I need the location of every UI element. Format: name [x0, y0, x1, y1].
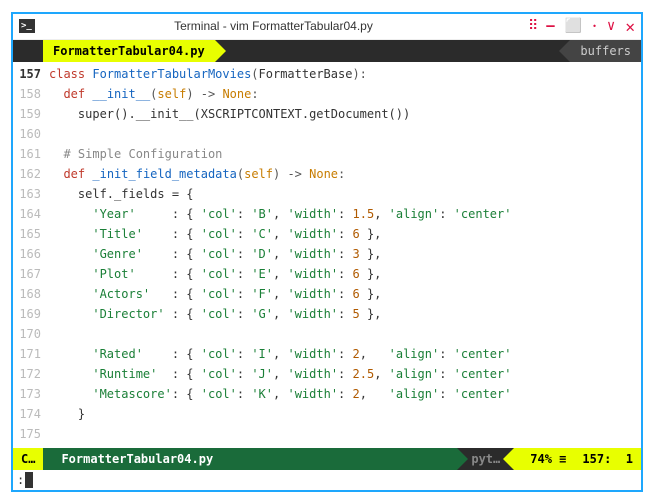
code-line: 169 'Director' : { 'col': 'G', 'width': … [13, 304, 641, 324]
status-position: 157: 1 [574, 448, 641, 470]
titlebar: >_ Terminal - vim FormatterTabular04.py … [13, 14, 641, 40]
line-number: 172 [13, 364, 49, 384]
terminal-window: >_ Terminal - vim FormatterTabular04.py … [11, 12, 643, 492]
line-number: 168 [13, 284, 49, 304]
code-line: 172 'Runtime' : { 'col': 'J', 'width': 2… [13, 364, 641, 384]
code-line: 173 'Metascore': { 'col': 'K', 'width': … [13, 384, 641, 404]
command-line[interactable]: : [13, 470, 641, 490]
status-percent: 74% ≡ [514, 448, 574, 470]
code-line: 165 'Title' : { 'col': 'C', 'width': 6 }… [13, 224, 641, 244]
line-number: 171 [13, 344, 49, 364]
menu-button[interactable]: ∨ [607, 18, 615, 34]
cursor [25, 472, 33, 488]
cmd-prefix: : [17, 473, 24, 487]
close-button[interactable]: ✕ [625, 17, 635, 36]
line-number: 159 [13, 104, 49, 124]
line-number: 173 [13, 384, 49, 404]
line-number: 174 [13, 404, 49, 424]
code-line: 170 [13, 324, 641, 344]
status-mode: C… [13, 448, 43, 470]
code-line: 157class FormatterTabularMovies(Formatte… [13, 64, 641, 84]
line-number: 160 [13, 124, 49, 144]
minimize-button[interactable]: — [546, 18, 554, 34]
code-line: 174 } [13, 404, 641, 424]
line-number: 162 [13, 164, 49, 184]
tab-active[interactable]: FormatterTabular04.py [43, 40, 215, 62]
status-bar: C… FormatterTabular04.py pyt… 74% ≡ 157:… [13, 448, 641, 470]
code-line: 159 super().__init__(XSCRIPTCONTEXT.getD… [13, 104, 641, 124]
move-icon[interactable]: ⠿ [528, 18, 536, 34]
code-line: 162 def _init_field_metadata(self) -> No… [13, 164, 641, 184]
tab-buffers[interactable]: buffers [570, 40, 641, 62]
window-controls: ⠿ — ⬜ • ∨ ✕ [528, 17, 635, 36]
pin-button[interactable]: • [592, 22, 597, 31]
code-line: 161 # Simple Configuration [13, 144, 641, 164]
line-number: 161 [13, 144, 49, 164]
code-line: 163 self._fields = { [13, 184, 641, 204]
status-file: FormatterTabular04.py [43, 448, 457, 470]
code-editor[interactable]: 157class FormatterTabularMovies(Formatte… [13, 62, 641, 448]
window-title: Terminal - vim FormatterTabular04.py [19, 19, 528, 33]
code-line: 166 'Genre' : { 'col': 'D', 'width': 3 }… [13, 244, 641, 264]
tab-label: FormatterTabular04.py [53, 44, 205, 58]
code-line: 167 'Plot' : { 'col': 'E', 'width': 6 }, [13, 264, 641, 284]
line-number: 158 [13, 84, 49, 104]
code-line: 171 'Rated' : { 'col': 'I', 'width': 2, … [13, 344, 641, 364]
line-number: 169 [13, 304, 49, 324]
tab-right-label: buffers [580, 44, 631, 58]
line-number: 165 [13, 224, 49, 244]
line-number: 164 [13, 204, 49, 224]
maximize-button[interactable]: ⬜ [565, 18, 582, 34]
code-line: 160 [13, 124, 641, 144]
line-number: 175 [13, 424, 49, 444]
code-line: 164 'Year' : { 'col': 'B', 'width': 1.5,… [13, 204, 641, 224]
code-line: 158 def __init__(self) -> None: [13, 84, 641, 104]
code-line: 168 'Actors' : { 'col': 'F', 'width': 6 … [13, 284, 641, 304]
line-number: 170 [13, 324, 49, 344]
line-number: 163 [13, 184, 49, 204]
tab-bar: FormatterTabular04.py buffers [13, 40, 641, 62]
line-number: 166 [13, 244, 49, 264]
line-number: 167 [13, 264, 49, 284]
line-number: 157 [13, 64, 49, 84]
code-line: 175 [13, 424, 641, 444]
